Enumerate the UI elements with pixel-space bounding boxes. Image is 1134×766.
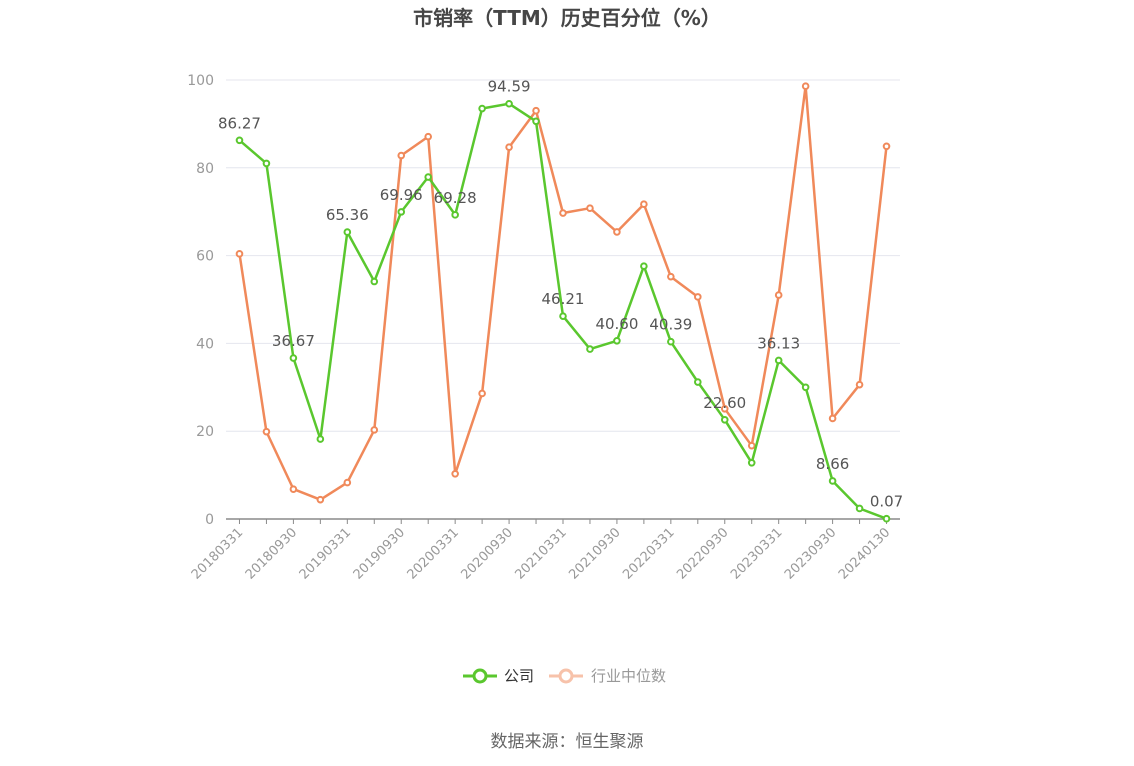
data-point-company — [882, 514, 891, 523]
data-point-industry-median — [640, 200, 648, 209]
data-point-industry-median — [235, 250, 244, 258]
data-label: 36.67 — [272, 332, 315, 350]
data-point-company — [855, 504, 864, 513]
data-point-industry-median — [774, 291, 783, 299]
legend-label-industry-median: 行业中位数 — [591, 667, 666, 685]
data-point-industry-median — [478, 389, 486, 398]
x-tick-label: 20180331 — [189, 525, 246, 582]
data-point-industry-median — [801, 82, 810, 90]
data-point-industry-median — [397, 151, 406, 160]
data-point-company — [424, 173, 433, 181]
data-label: 69.96 — [380, 186, 423, 204]
data-label: 40.60 — [595, 315, 638, 333]
data-point-company — [694, 378, 702, 386]
data-label: 0.07 — [870, 493, 903, 511]
legend[interactable]: 公司 行业中位数 — [463, 667, 666, 685]
data-point-industry-median — [855, 380, 864, 389]
legend-item-company[interactable]: 公司 — [463, 667, 534, 685]
data-label: 86.27 — [218, 114, 261, 132]
data-label: 22.60 — [703, 394, 746, 412]
y-axis: 0 20 40 60 80 100 — [187, 73, 214, 528]
data-point-company — [559, 312, 567, 320]
source-note: 数据来源：恒生聚源 — [491, 732, 644, 752]
x-tick-label: 20210930 — [566, 525, 623, 582]
x-tick-label: 20240130 — [836, 525, 893, 582]
y-tick-label: 100 — [187, 73, 214, 89]
data-label: 65.36 — [326, 206, 369, 224]
data-point-company — [720, 415, 729, 424]
data-point-company — [586, 345, 594, 353]
y-tick-label: 80 — [196, 161, 214, 177]
data-label: 40.39 — [649, 316, 692, 334]
data-point-industry-median — [370, 426, 379, 434]
x-tick-label: 20180930 — [243, 525, 300, 582]
data-point-company — [289, 354, 298, 362]
data-point-company — [343, 228, 352, 236]
data-point-company — [505, 99, 513, 108]
y-tick-label: 0 — [205, 512, 214, 528]
data-point-company — [316, 435, 325, 443]
data-point-company — [828, 477, 837, 485]
data-label: 36.13 — [757, 334, 800, 352]
data-point-industry-median — [586, 204, 594, 212]
data-point-company — [478, 104, 486, 113]
x-tick-label: 20210331 — [512, 525, 569, 582]
data-label: 46.21 — [542, 290, 585, 308]
data-point-industry-median — [262, 427, 271, 436]
data-point-industry-median — [559, 209, 567, 217]
data-label: 69.28 — [434, 189, 477, 207]
data-point-industry-median — [532, 106, 540, 115]
data-point-industry-median — [882, 142, 891, 151]
y-tick-label: 20 — [196, 424, 214, 440]
data-point-company — [774, 356, 783, 365]
x-tick-label: 20230331 — [728, 525, 785, 582]
y-tick-label: 40 — [196, 336, 214, 352]
x-tick-label: 20200331 — [405, 525, 462, 582]
data-point-industry-median — [289, 485, 298, 493]
data-point-industry-median — [316, 495, 325, 504]
legend-label-company: 公司 — [504, 667, 534, 685]
data-point-industry-median — [747, 441, 756, 450]
x-tick-label: 20220331 — [620, 525, 677, 582]
data-point-company — [613, 336, 621, 345]
data-point-company — [747, 459, 756, 467]
legend-item-industry-median[interactable]: 行业中位数 — [549, 667, 666, 685]
x-tick-label: 20220930 — [674, 525, 731, 582]
y-tick-label: 60 — [196, 249, 214, 265]
data-point-industry-median — [694, 293, 702, 301]
data-point-industry-median — [505, 143, 513, 151]
data-point-company — [235, 136, 244, 145]
data-point-company — [451, 211, 459, 219]
data-point-industry-median — [343, 478, 352, 487]
x-tick-label: 20200930 — [459, 525, 516, 582]
data-point-industry-median — [720, 405, 729, 413]
data-point-company — [801, 383, 810, 392]
data-point-industry-median — [667, 272, 675, 281]
data-label: 94.59 — [488, 78, 531, 96]
data-point-company — [532, 117, 540, 126]
data-point-company — [667, 337, 675, 346]
x-tick-label: 20230930 — [782, 525, 839, 582]
data-point-company — [397, 208, 406, 216]
legend-marker-company — [472, 668, 488, 684]
data-point-company — [262, 159, 271, 168]
data-point-industry-median — [424, 132, 433, 141]
data-point-industry-median — [613, 228, 621, 236]
x-tick-label: 20190331 — [297, 525, 354, 582]
x-tick-label: 20190930 — [351, 525, 408, 582]
chart-title: 市销率（TTM）历史百分位（%） — [413, 6, 721, 30]
data-point-company — [370, 277, 379, 286]
data-point-industry-median — [828, 414, 837, 423]
data-label: 8.66 — [816, 455, 849, 473]
x-axis: 2018033120180930201903312019093020200331… — [189, 518, 900, 583]
grid-lines — [226, 79, 900, 432]
data-point-industry-median — [451, 469, 459, 478]
data-labels: 86.27 36.67 65.36 69.96 69.28 94.59 46.21 40.60… — [218, 78, 903, 511]
legend-marker-industry-median — [558, 668, 574, 684]
series-line-company — [238, 102, 887, 520]
series-group — [235, 82, 891, 523]
data-point-company — [640, 262, 648, 270]
